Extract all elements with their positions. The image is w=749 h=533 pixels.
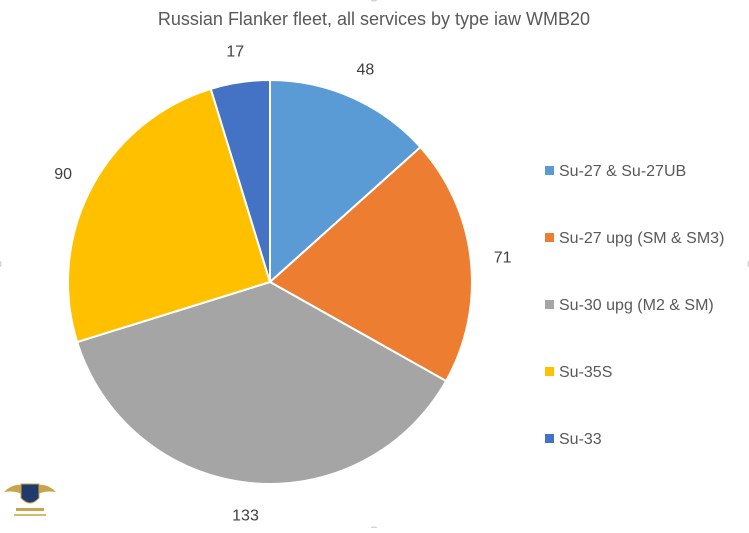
logo-shield xyxy=(20,483,40,504)
arab-defense-forum-logo xyxy=(4,483,56,516)
chart-title: Russian Flanker fleet, all services by t… xyxy=(158,9,590,29)
pie-slice-2[interactable] xyxy=(75,280,448,485)
data-label-3: 90 xyxy=(54,166,72,183)
legend: Su-27 & Su-27UB Su-27 upg (SM & SM3) Su-30… xyxy=(545,163,724,448)
pie-slice-3[interactable] xyxy=(67,87,272,344)
pie-slices xyxy=(67,78,473,485)
data-label-1: 71 xyxy=(494,250,512,267)
legend-swatch-2 xyxy=(545,300,554,309)
logo-banner xyxy=(16,508,44,511)
data-label-0: 48 xyxy=(357,61,375,78)
data-labels: 48 71 133 90 17 xyxy=(54,44,511,525)
legend-label-0: Su-27 & Su-27UB xyxy=(559,163,686,180)
pie-slice-0[interactable] xyxy=(269,78,422,285)
legend-label-2: Su-30 upg (M2 & SM) xyxy=(559,297,714,314)
pie-slice-4[interactable] xyxy=(209,78,271,283)
legend-swatch-1 xyxy=(545,233,554,242)
data-label-2: 133 xyxy=(232,508,259,525)
legend-swatch-3 xyxy=(545,367,554,376)
legend-swatch-4 xyxy=(545,434,554,443)
legend-label-1: Su-27 upg (SM & SM3) xyxy=(559,230,724,247)
data-label-4: 17 xyxy=(226,44,244,61)
pie-slice-1[interactable] xyxy=(268,145,473,383)
logo-banner-arabic xyxy=(14,514,46,516)
legend-swatch-0 xyxy=(545,166,554,175)
legend-label-4: Su-33 xyxy=(559,431,602,448)
resize-handle-top[interactable] xyxy=(370,0,378,2)
resize-handle-left[interactable] xyxy=(0,260,2,268)
legend-label-3: Su-35S xyxy=(559,364,612,381)
